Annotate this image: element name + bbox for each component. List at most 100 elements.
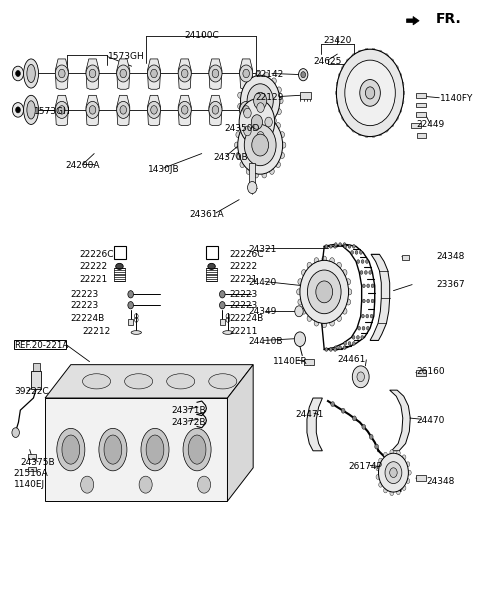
Text: 22449: 22449: [417, 120, 445, 129]
Circle shape: [400, 99, 404, 104]
Circle shape: [352, 342, 355, 345]
Circle shape: [55, 102, 68, 119]
Circle shape: [395, 66, 398, 71]
Bar: [416, 103, 426, 108]
Circle shape: [238, 92, 242, 98]
Circle shape: [351, 250, 354, 254]
Circle shape: [334, 244, 336, 248]
Polygon shape: [55, 95, 68, 126]
Text: 22223: 22223: [70, 290, 98, 299]
Circle shape: [12, 103, 24, 117]
Circle shape: [360, 80, 380, 106]
Text: 24348: 24348: [436, 252, 465, 261]
Circle shape: [219, 291, 225, 298]
Circle shape: [276, 162, 280, 168]
Text: 1140FY: 1140FY: [440, 94, 474, 103]
Circle shape: [361, 314, 364, 318]
Circle shape: [314, 258, 319, 264]
Circle shape: [358, 326, 360, 330]
Text: 24350D: 24350D: [224, 123, 260, 133]
Circle shape: [352, 336, 355, 339]
Circle shape: [300, 260, 348, 323]
Circle shape: [239, 99, 275, 145]
Circle shape: [384, 54, 388, 58]
Text: 22212: 22212: [83, 327, 111, 336]
Text: 1140EJ: 1140EJ: [14, 480, 45, 489]
Text: 22222: 22222: [230, 262, 258, 271]
Circle shape: [248, 181, 257, 193]
Circle shape: [406, 462, 410, 467]
Circle shape: [198, 476, 211, 493]
Text: 22221: 22221: [230, 275, 258, 284]
Circle shape: [398, 108, 402, 112]
Circle shape: [376, 474, 380, 479]
Circle shape: [384, 488, 387, 493]
Circle shape: [355, 250, 358, 254]
Circle shape: [376, 466, 380, 471]
Circle shape: [395, 116, 398, 120]
Circle shape: [338, 73, 342, 78]
Circle shape: [336, 81, 340, 86]
Circle shape: [16, 107, 20, 113]
Circle shape: [367, 299, 370, 303]
Circle shape: [246, 168, 251, 174]
Ellipse shape: [83, 374, 110, 389]
Circle shape: [298, 299, 302, 305]
Circle shape: [346, 278, 350, 285]
Circle shape: [375, 444, 378, 449]
Text: 1140ER: 1140ER: [273, 356, 308, 365]
Circle shape: [307, 262, 312, 268]
Circle shape: [301, 72, 306, 78]
Text: 21516A: 21516A: [14, 469, 48, 478]
Text: 24470: 24470: [417, 416, 445, 425]
Circle shape: [357, 260, 360, 263]
Circle shape: [253, 92, 267, 109]
Text: 22129: 22129: [255, 93, 284, 102]
Bar: [250, 164, 255, 187]
Circle shape: [372, 133, 375, 137]
Circle shape: [357, 372, 364, 382]
Circle shape: [408, 470, 411, 475]
Polygon shape: [147, 59, 160, 89]
Text: 22226C: 22226C: [79, 250, 114, 259]
Circle shape: [139, 476, 152, 493]
Text: 24625: 24625: [314, 57, 342, 66]
Circle shape: [212, 106, 219, 114]
Circle shape: [240, 75, 280, 126]
Circle shape: [181, 106, 188, 114]
Text: 22142: 22142: [255, 70, 284, 79]
Circle shape: [338, 108, 342, 112]
Circle shape: [348, 342, 351, 345]
Circle shape: [362, 424, 366, 429]
Circle shape: [178, 65, 191, 82]
Circle shape: [16, 71, 20, 77]
Circle shape: [398, 73, 402, 78]
Ellipse shape: [167, 374, 195, 389]
Circle shape: [325, 244, 328, 248]
Circle shape: [280, 153, 285, 159]
Circle shape: [365, 48, 369, 53]
Text: 22223: 22223: [230, 301, 258, 309]
Circle shape: [343, 243, 346, 246]
Circle shape: [346, 299, 350, 305]
Circle shape: [240, 123, 245, 129]
Text: 24100C: 24100C: [184, 32, 219, 40]
Text: 39222C: 39222C: [14, 387, 48, 396]
Circle shape: [345, 60, 396, 126]
Circle shape: [307, 270, 341, 314]
Circle shape: [219, 302, 225, 309]
Circle shape: [238, 103, 242, 109]
Polygon shape: [407, 16, 419, 25]
Circle shape: [276, 123, 280, 129]
Ellipse shape: [24, 95, 38, 125]
Circle shape: [361, 260, 364, 263]
Circle shape: [241, 82, 246, 88]
Text: 24471: 24471: [295, 410, 324, 419]
Text: 23367: 23367: [436, 280, 465, 289]
Circle shape: [331, 402, 335, 407]
Circle shape: [298, 278, 302, 285]
Circle shape: [314, 320, 319, 326]
Circle shape: [366, 260, 368, 263]
Circle shape: [120, 106, 127, 114]
Circle shape: [342, 269, 347, 275]
